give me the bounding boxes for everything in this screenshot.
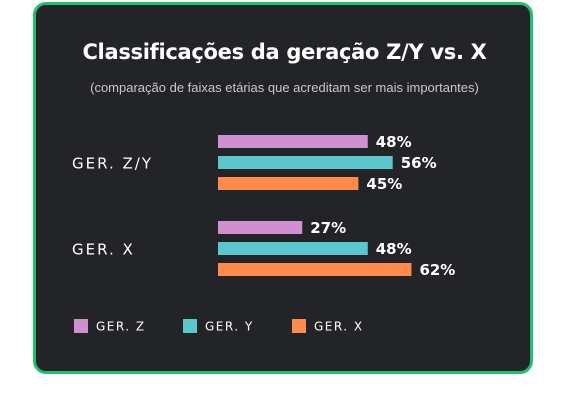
bars-group: GER. Z/Y 48% 56% 45% GER. X 27% 48% 62% [72,133,455,279]
chart-title: Classificações da geração Z/Y vs. X [82,40,487,64]
data-label-0-0: 48% [376,133,412,151]
legend-label-2: GER. X [314,320,364,334]
bar-1-1 [218,242,368,255]
data-label-0-1: 56% [401,154,437,172]
legend-swatch-0 [74,319,88,333]
legend-label-1: GER. Y [205,320,254,334]
bar-0-1 [218,156,393,169]
bar-0-2 [218,177,359,190]
legend: GER. Z GER. Y GER. X [74,319,364,334]
data-label-1-2: 62% [419,261,455,279]
category-label-0: GER. Z/Y [72,155,153,173]
legend-swatch-1 [183,319,197,333]
data-label-1-0: 27% [310,219,346,237]
chart-subtitle: (comparação de faixas etárias que acredi… [90,80,479,95]
data-label-1-1: 48% [376,240,412,258]
legend-swatch-2 [292,319,306,333]
legend-label-0: GER. Z [96,320,146,334]
bar-1-2 [218,263,412,276]
category-label-1: GER. X [72,241,135,259]
bar-1-0 [218,221,303,234]
data-label-0-2: 45% [366,175,402,193]
bar-0-0 [218,135,368,148]
